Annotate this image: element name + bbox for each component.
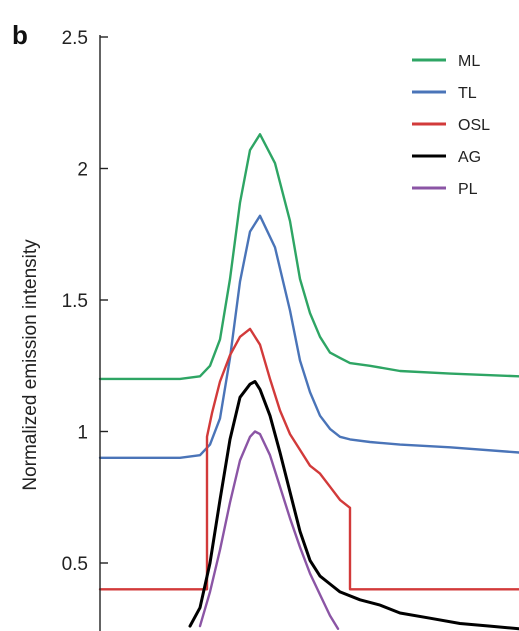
legend-label-ml: ML bbox=[458, 53, 480, 70]
plot-area bbox=[98, 133, 519, 631]
y-tick-label: 2 bbox=[77, 160, 88, 181]
series-line-ml bbox=[98, 133, 519, 381]
legend: ML TL OSL AG PL bbox=[412, 53, 490, 198]
series-line-osl bbox=[98, 327, 519, 591]
y-tick-label: 1 bbox=[77, 423, 88, 444]
legend-label-tl: TL bbox=[458, 85, 477, 102]
series-line-ag bbox=[188, 380, 519, 631]
y-axis-title: Normalized emission intensity bbox=[20, 239, 41, 491]
legend-label-ag: AG bbox=[458, 149, 481, 166]
y-tick-label: 2.5 bbox=[62, 28, 88, 49]
series-line-tl bbox=[98, 214, 519, 459]
series-line-pl bbox=[198, 430, 340, 630]
y-tick-label: 0.5 bbox=[62, 554, 88, 575]
legend-label-osl: OSL bbox=[458, 117, 490, 134]
y-axis: 0.5 1 1.5 2 2.5 bbox=[62, 28, 108, 631]
panel-label: b bbox=[12, 20, 28, 50]
y-tick-label: 1.5 bbox=[62, 291, 88, 312]
legend-label-pl: PL bbox=[458, 181, 478, 198]
